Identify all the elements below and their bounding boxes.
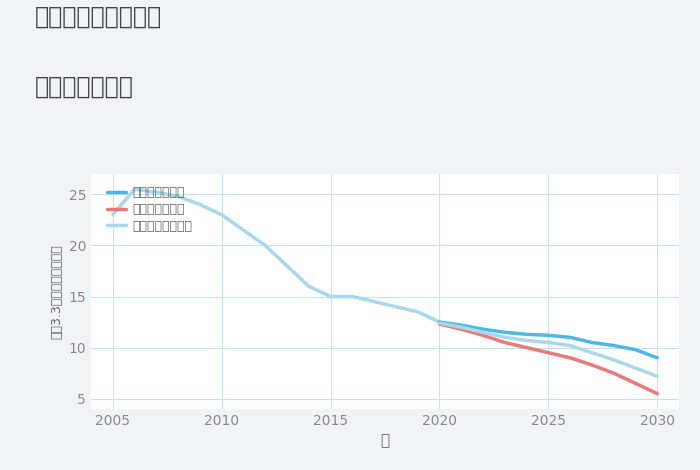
バッドシナリオ	[631, 381, 640, 386]
バッドシナリオ	[457, 326, 466, 332]
ノーマルシナリオ	[544, 340, 552, 345]
ノーマルシナリオ	[610, 357, 618, 363]
バッドシナリオ	[500, 340, 509, 345]
バッドシナリオ	[653, 391, 662, 396]
ノーマルシナリオ	[566, 343, 574, 348]
Line: バッドシナリオ: バッドシナリオ	[440, 324, 657, 393]
ノーマルシナリオ	[588, 350, 596, 355]
X-axis label: 年: 年	[380, 433, 390, 448]
Line: グッドシナリオ: グッドシナリオ	[440, 322, 657, 358]
ノーマルシナリオ	[631, 365, 640, 371]
グッドシナリオ	[457, 322, 466, 328]
ノーマルシナリオ	[457, 324, 466, 330]
バッドシナリオ	[610, 370, 618, 376]
グッドシナリオ	[610, 343, 618, 348]
グッドシナリオ	[588, 340, 596, 345]
ノーマルシナリオ	[435, 320, 444, 326]
バッドシナリオ	[435, 321, 444, 327]
ノーマルシナリオ	[479, 329, 487, 335]
グッドシナリオ	[544, 332, 552, 338]
バッドシナリオ	[566, 355, 574, 360]
グッドシナリオ	[435, 319, 444, 325]
グッドシナリオ	[500, 329, 509, 335]
バッドシナリオ	[544, 350, 552, 355]
グッドシナリオ	[653, 355, 662, 360]
Text: 三重県伊賀市霧生の: 三重県伊賀市霧生の	[35, 5, 162, 29]
ノーマルシナリオ	[653, 373, 662, 379]
バッドシナリオ	[522, 345, 531, 351]
バッドシナリオ	[479, 332, 487, 338]
Legend: グッドシナリオ, バッドシナリオ, ノーマルシナリオ: グッドシナリオ, バッドシナリオ, ノーマルシナリオ	[103, 182, 195, 236]
グッドシナリオ	[522, 331, 531, 337]
Line: ノーマルシナリオ: ノーマルシナリオ	[440, 323, 657, 376]
グッドシナリオ	[566, 335, 574, 340]
バッドシナリオ	[588, 362, 596, 368]
Text: 土地の価格推移: 土地の価格推移	[35, 75, 134, 99]
Y-axis label: 坪（3.3㎡）単価（万円）: 坪（3.3㎡）単価（万円）	[50, 244, 63, 339]
グッドシナリオ	[479, 326, 487, 332]
ノーマルシナリオ	[522, 337, 531, 343]
グッドシナリオ	[631, 347, 640, 352]
ノーマルシナリオ	[500, 335, 509, 340]
